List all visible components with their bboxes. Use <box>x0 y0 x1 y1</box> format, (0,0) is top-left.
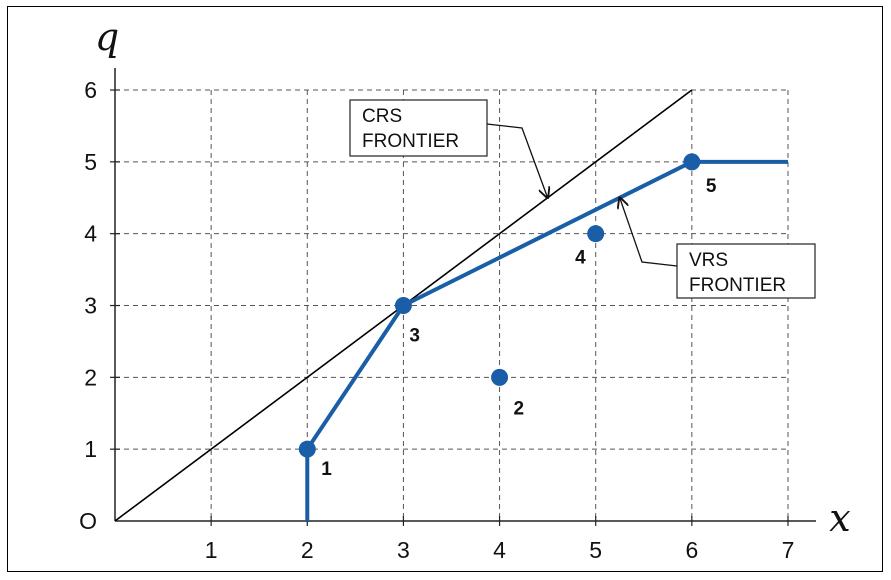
y-tick-label: 6 <box>84 77 97 103</box>
y-tick-label: 4 <box>84 221 97 247</box>
crs-annotation-box <box>349 99 488 157</box>
x-tick-label: 4 <box>493 537 506 563</box>
x-axis-label: x <box>829 496 850 540</box>
figure-frame <box>7 6 883 572</box>
vrs-annotation-box <box>676 243 816 299</box>
vrs-frontier-line <box>305 159 788 521</box>
vrs-annotation-arrow <box>620 198 678 267</box>
x-tick-label: 6 <box>685 537 698 563</box>
data-point-4 <box>587 225 605 243</box>
x-tick-label: 2 <box>301 537 314 563</box>
x-tick-label: 1 <box>205 537 218 563</box>
y-tick-label: 1 <box>84 436 97 462</box>
x-tick-label: 7 <box>782 537 795 563</box>
x-tick-label: 3 <box>397 537 410 563</box>
x-tick-label: 5 <box>589 537 602 563</box>
point-label-2: 2 <box>514 398 525 419</box>
point-label-3: 3 <box>409 326 420 347</box>
point-label-1: 1 <box>321 459 332 480</box>
y-tick-label: 2 <box>84 364 97 390</box>
y-axis-label: q <box>95 15 119 59</box>
data-point-3 <box>394 297 412 315</box>
y-tick-label: 3 <box>84 293 97 319</box>
point-label-4: 4 <box>575 248 586 269</box>
data-point-2 <box>491 368 509 386</box>
data-point-1 <box>298 440 316 458</box>
crs-annotation-text: FRONTIER <box>362 131 459 152</box>
vrs-annotation-text: FRONTIER <box>689 275 786 296</box>
point-label-5: 5 <box>706 176 717 197</box>
vrs-annotation-text: VRS <box>689 250 728 271</box>
crs-annotation-arrow <box>486 123 548 198</box>
data-point-5 <box>683 153 701 171</box>
y-tick-label: 5 <box>84 149 97 175</box>
crs-annotation-text: CRS <box>362 106 402 127</box>
origin-label: O <box>79 508 97 534</box>
